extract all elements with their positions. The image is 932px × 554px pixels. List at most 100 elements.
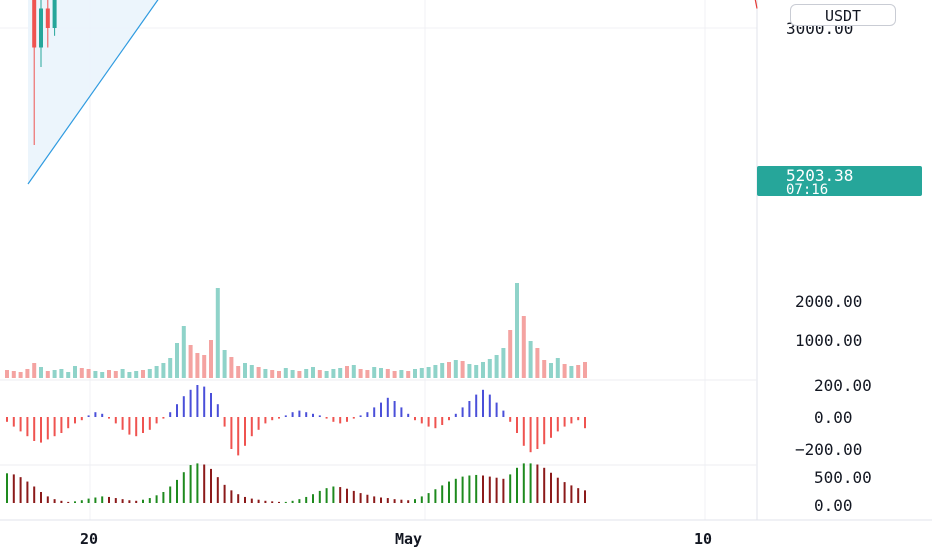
indicator-bar <box>393 499 396 503</box>
indicator-bar <box>529 463 532 503</box>
volume-bar <box>515 283 519 378</box>
volume-bar <box>297 371 302 378</box>
macd-bar <box>40 417 42 443</box>
ascending-channel <box>27 0 159 185</box>
macd-bar <box>461 407 464 417</box>
volume-bar <box>549 363 553 378</box>
indicator-bar <box>502 478 505 503</box>
macd-bar <box>366 412 369 417</box>
indicator-bar <box>318 490 321 503</box>
volume-bar <box>39 367 43 378</box>
grid-lines <box>0 0 757 520</box>
bar-countdown: 07:16 <box>786 182 828 198</box>
time-tick-label: May <box>395 530 422 548</box>
volume-bar <box>406 371 411 378</box>
volume-bar <box>277 371 281 378</box>
indicator-bar <box>543 467 546 503</box>
indicator-tick-label: 1000.00 <box>795 331 862 350</box>
volume-bar <box>562 364 567 378</box>
indicator-bar <box>522 463 525 503</box>
volume-bar <box>583 362 587 378</box>
macd-bar <box>414 417 416 421</box>
volume-bar <box>66 372 71 378</box>
macd-bar <box>427 417 430 427</box>
volume-bar <box>365 370 370 378</box>
indicator-bar <box>6 473 8 503</box>
macd-bar <box>155 417 158 424</box>
macd-bar <box>570 417 573 424</box>
macd-bar <box>584 417 586 429</box>
time-tick-label: 10 <box>694 530 712 548</box>
macd-bar <box>101 413 104 417</box>
volume-bar <box>283 368 288 378</box>
indicator-bar <box>509 474 512 503</box>
volume-bar <box>392 371 397 378</box>
currency-selector[interactable]: USDT <box>790 4 896 26</box>
volume-bar <box>331 369 336 378</box>
macd-bar <box>475 394 478 417</box>
macd-bar <box>325 417 328 419</box>
candle-body <box>32 0 37 48</box>
macd-bar <box>46 417 49 440</box>
macd-bar <box>264 417 267 424</box>
indicator-bar <box>74 501 76 503</box>
macd-bar <box>203 386 206 417</box>
indicator-pane <box>6 463 586 503</box>
volume-bar <box>413 369 417 378</box>
indicator-bar <box>400 499 403 503</box>
macd-bar <box>80 417 83 421</box>
macd-bar <box>352 417 355 419</box>
indicator-bar <box>223 484 226 503</box>
volume-bar <box>317 370 322 378</box>
macd-bar <box>148 417 151 430</box>
volume-bar <box>440 363 445 378</box>
candle-body <box>39 8 43 48</box>
volume-bar <box>168 358 173 378</box>
indicator-bar <box>230 490 233 503</box>
macd-bar <box>454 413 457 417</box>
volume-bar <box>426 367 431 378</box>
macd-bar <box>482 389 484 417</box>
indicator-bar <box>87 498 90 503</box>
indicator-bar <box>176 479 178 503</box>
macd-bar <box>536 417 539 449</box>
candles-group <box>32 0 57 145</box>
macd-bar <box>237 417 240 456</box>
volume-bar <box>18 372 23 378</box>
indicator-bar <box>366 494 369 503</box>
indicator-bar <box>169 486 172 503</box>
volume-bar <box>372 367 377 378</box>
macd-bar <box>516 417 518 433</box>
volume-bar <box>487 359 492 378</box>
indicator-bar <box>516 467 518 503</box>
indicator-bar <box>312 494 314 503</box>
macd-bar <box>142 417 144 433</box>
indicator-bar <box>420 496 423 503</box>
macd-bar <box>169 412 172 417</box>
volume-bar <box>86 369 91 378</box>
macd-bar <box>522 417 525 446</box>
indicator-tick-label: 500.00 <box>814 468 872 487</box>
indicator-bar <box>12 474 15 503</box>
indicator-bar <box>454 478 457 503</box>
volume-bar <box>73 366 77 378</box>
volume-bar <box>154 366 159 378</box>
indicator-bar <box>373 496 376 503</box>
macd-bar <box>420 417 423 424</box>
macd-bar <box>380 402 382 417</box>
volume-bar <box>379 368 383 378</box>
indicator-bar <box>427 493 430 503</box>
volume-bar <box>474 365 479 378</box>
indicator-bar <box>482 475 484 503</box>
indicator-bar <box>488 476 491 503</box>
indicator-bar <box>26 481 29 503</box>
volume-bar <box>236 366 241 378</box>
volume-bar <box>385 369 390 378</box>
macd-bar <box>33 417 36 441</box>
macd-bar <box>53 417 56 437</box>
macd-bar <box>223 417 226 427</box>
macd-bar <box>257 417 260 430</box>
indicator-bar <box>80 500 83 503</box>
